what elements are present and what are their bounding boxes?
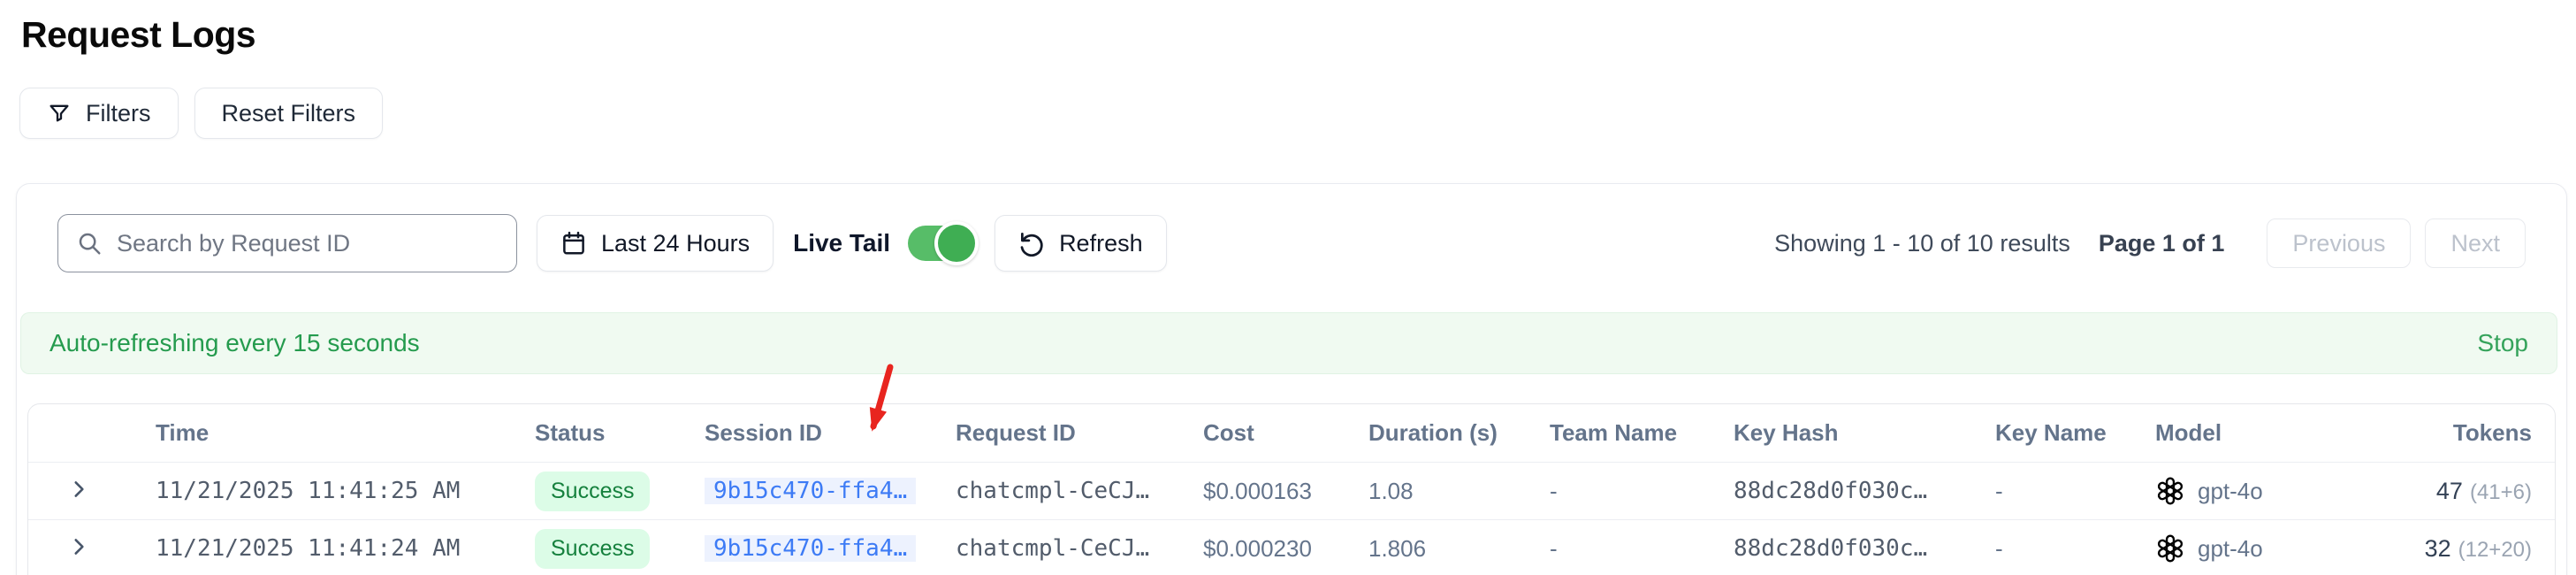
previous-page-button[interactable]: Previous xyxy=(2267,218,2412,268)
cell-model: gpt-4o xyxy=(2138,476,2397,506)
cell-cost: $0.000230 xyxy=(1203,534,1312,562)
column-header-team-name: Team Name xyxy=(1550,419,1678,446)
cell-key-hash: 88dc28d0f030c… xyxy=(1734,478,1928,504)
tokens-total: 47 xyxy=(2435,477,2463,504)
column-header-status: Status xyxy=(535,419,606,446)
model-name: gpt-4o xyxy=(2198,477,2263,504)
filter-funnel-icon xyxy=(47,101,72,126)
auto-refresh-banner: Auto-refreshing every 15 seconds Stop xyxy=(20,312,2557,374)
column-header-cost: Cost xyxy=(1203,419,1254,446)
cell-team-name: - xyxy=(1550,534,1558,562)
refresh-icon xyxy=(1018,230,1045,257)
time-range-button[interactable]: Last 24 Hours xyxy=(537,215,774,272)
live-tail-toggle[interactable] xyxy=(908,221,979,265)
cell-request-id: chatcmpl-CeCJ… xyxy=(956,478,1150,504)
filters-button-label: Filters xyxy=(86,99,151,126)
cell-time: 11/21/2025 11:41:24 AM xyxy=(156,535,461,562)
tokens-breakdown: (12+20) xyxy=(2458,537,2532,562)
filters-button[interactable]: Filters xyxy=(19,88,179,139)
cell-request-id: chatcmpl-CeCJ… xyxy=(956,535,1150,562)
time-range-label: Last 24 Hours xyxy=(601,229,751,257)
results-summary: Showing 1 - 10 of 10 results xyxy=(1774,229,2070,257)
column-header-time: Time xyxy=(156,419,210,446)
cell-tokens: 32 (12+20) xyxy=(2397,535,2555,563)
column-header-key-hash: Key Hash xyxy=(1734,419,1839,446)
page-title: Request Logs xyxy=(21,14,256,55)
openai-logo-icon xyxy=(2155,533,2185,564)
openai-logo-icon xyxy=(2155,476,2185,506)
cell-key-hash: 88dc28d0f030c… xyxy=(1734,535,1928,562)
page-info: Page 1 of 1 xyxy=(2098,229,2225,257)
column-header-request-id: Request ID xyxy=(956,419,1076,446)
status-badge: Success xyxy=(535,528,651,569)
column-header-tokens: Tokens xyxy=(2452,419,2532,446)
next-page-button[interactable]: Next xyxy=(2425,218,2526,268)
column-header-session-id: Session ID xyxy=(705,419,822,446)
table-header-row: Time Status Session ID Request ID Cost D… xyxy=(28,404,2555,463)
filter-button-row: Filters Reset Filters xyxy=(19,88,2576,139)
live-tail-toggle-knob xyxy=(934,221,979,265)
reset-filters-label: Reset Filters xyxy=(221,99,356,126)
session-id-link[interactable]: 9b15c470-ffa4… xyxy=(705,478,917,504)
reset-filters-button[interactable]: Reset Filters xyxy=(194,88,384,139)
cell-tokens: 47 (41+6) xyxy=(2397,478,2555,505)
search-input[interactable] xyxy=(117,229,499,257)
cell-duration: 1.806 xyxy=(1368,534,1427,562)
column-header-key-name: Key Name xyxy=(1995,419,2107,446)
expand-row-chevron-icon[interactable] xyxy=(67,478,90,501)
cell-time: 11/21/2025 11:41:25 AM xyxy=(156,478,461,504)
model-name: gpt-4o xyxy=(2198,534,2263,562)
column-header-duration: Duration (s) xyxy=(1368,419,1498,446)
table-row[interactable]: 11/21/2025 11:41:24 AM Success 9b15c470-… xyxy=(28,520,2555,575)
logs-card: Last 24 Hours Live Tail Refresh Showing … xyxy=(16,183,2567,575)
expand-row-chevron-icon[interactable] xyxy=(67,535,90,558)
refresh-button[interactable]: Refresh xyxy=(995,215,1167,272)
search-box[interactable] xyxy=(57,214,517,272)
refresh-label: Refresh xyxy=(1059,229,1143,257)
status-badge: Success xyxy=(535,471,651,511)
stop-auto-refresh-link[interactable]: Stop xyxy=(2477,329,2528,356)
tokens-total: 32 xyxy=(2424,534,2451,562)
cell-model: gpt-4o xyxy=(2138,533,2397,564)
auto-refresh-message: Auto-refreshing every 15 seconds xyxy=(50,329,420,356)
cell-key-name: - xyxy=(1995,534,2003,562)
live-tail-label: Live Tail xyxy=(793,229,891,257)
search-icon xyxy=(76,230,103,257)
table-row[interactable]: 11/21/2025 11:41:25 AM Success 9b15c470-… xyxy=(28,463,2555,520)
cell-key-name: - xyxy=(1995,477,2003,504)
cell-duration: 1.08 xyxy=(1368,477,1414,504)
cell-cost: $0.000163 xyxy=(1203,477,1312,504)
column-header-model: Model xyxy=(2155,419,2222,446)
session-id-link[interactable]: 9b15c470-ffa4… xyxy=(705,535,917,562)
logs-toolbar: Last 24 Hours Live Tail Refresh Showing … xyxy=(17,184,2566,272)
tokens-breakdown: (41+6) xyxy=(2469,479,2532,504)
calendar-icon xyxy=(560,230,587,257)
request-logs-table: Time Status Session ID Request ID Cost D… xyxy=(27,403,2556,575)
cell-team-name: - xyxy=(1550,477,1558,504)
